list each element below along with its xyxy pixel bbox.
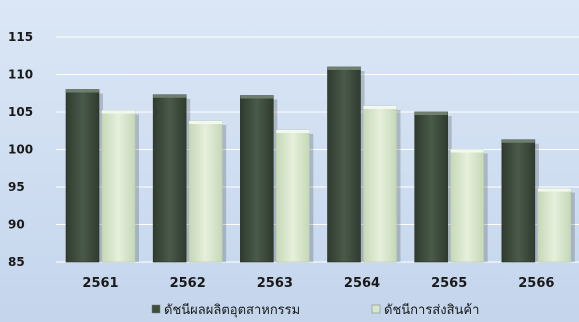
y-tick-label: 110 (8, 68, 33, 82)
bar-2564-series-2 (363, 105, 401, 263)
x-tick-label: 2566 (518, 276, 554, 291)
bar-2565-series-1 (414, 111, 452, 263)
y-tick-label: 95 (8, 180, 25, 194)
x-axis: 2561 2562 2563 2564 2565 2566 (82, 276, 554, 291)
bars (65, 66, 575, 263)
y-tick-label: 115 (8, 30, 33, 44)
bar-2565-series-2 (450, 149, 488, 263)
y-tick-label: 105 (8, 105, 33, 119)
x-tick-label: 2561 (82, 276, 118, 291)
y-axis: 85 90 95 100 105 110 115 (8, 30, 33, 269)
legend-swatch (371, 304, 381, 314)
legend: ดัชนีผลผลิตอุตสาหกรรม ดัชนีการส่งสินค้า (151, 302, 479, 318)
x-tick-label: 2564 (344, 276, 380, 291)
x-tick-label: 2562 (170, 276, 206, 291)
bar-2564-series-1 (327, 66, 365, 263)
legend-label: ดัชนีการส่งสินค้า (384, 302, 479, 318)
y-tick-label: 100 (8, 143, 33, 157)
legend-label: ดัชนีผลผลิตอุตสาหกรรม (164, 302, 300, 318)
legend-item-2: ดัชนีการส่งสินค้า (371, 302, 479, 318)
x-tick-label: 2563 (257, 276, 293, 291)
bar-2566-series-2 (537, 188, 575, 263)
legend-swatch (151, 304, 161, 314)
bar-2563-series-1 (240, 95, 278, 263)
bar-2562-series-2 (188, 120, 227, 263)
y-tick-label: 90 (8, 218, 25, 232)
legend-item-1: ดัชนีผลผลิตอุตสาหกรรม (151, 302, 300, 318)
gridlines (56, 36, 579, 263)
bar-2561-series-1 (65, 89, 103, 263)
x-tick-label: 2565 (431, 276, 467, 291)
y-tick-label: 85 (8, 255, 25, 269)
bar-2562-series-1 (152, 94, 191, 263)
bar-2561-series-2 (101, 110, 139, 263)
bar-2563-series-2 (276, 129, 314, 263)
bar-2566-series-1 (501, 139, 539, 263)
